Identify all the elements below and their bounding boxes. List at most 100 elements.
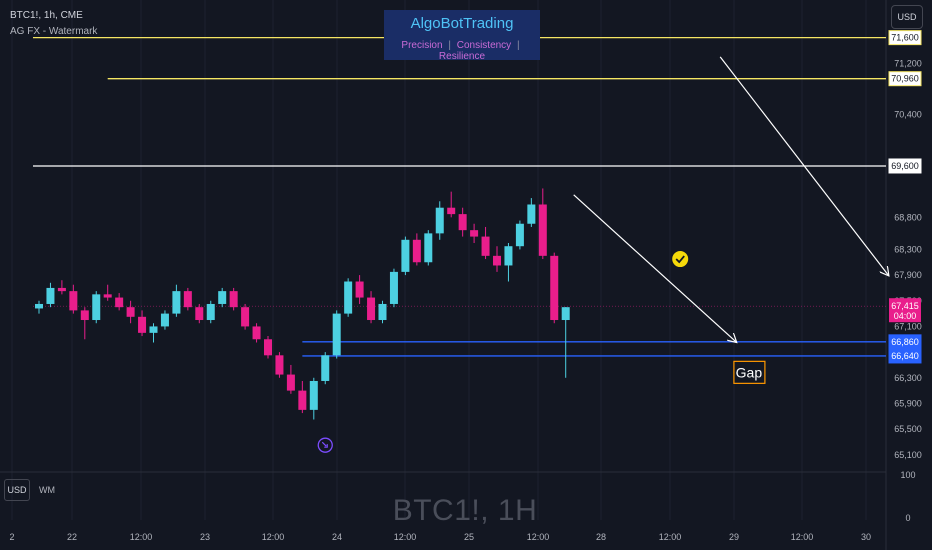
price-axis: 71,20070,40068,80068,30067,90067,50067,1… [888,30,922,523]
price-tick-label: 71,200 [894,58,922,68]
symbol-watermark: BTC1!, 1H [392,494,538,527]
time-tick-label: 29 [729,532,739,542]
candle-body [57,287,66,292]
brand-taglines: Precision | Consistency | Resilience [384,40,540,62]
candle-body [424,233,433,263]
level-price-label: 69,600 [891,161,919,171]
candle-body [481,236,490,256]
level-price-label: 66,860 [891,337,919,347]
price-tick-label: 68,800 [894,212,922,222]
pane-currency-button[interactable]: USD [4,479,30,501]
candle-body [389,271,398,304]
candle-body [470,230,479,237]
projection-arrow [573,194,736,342]
price-tick-label: 65,100 [894,450,922,460]
tagline-resilience: Resilience [438,51,486,62]
candle-body [332,313,341,356]
time-tick-label: 12:00 [527,532,550,542]
current-price-tag [889,298,921,323]
grid-lines [11,0,867,520]
candle-body [344,281,353,314]
candle-body [218,291,227,304]
candle-body [126,307,135,317]
candle-body [264,339,272,356]
subpane-tick-label: 100 [900,470,915,480]
price-tick-label: 67,900 [894,270,922,280]
horizontal-levels [33,36,886,357]
study-label[interactable]: AG FX - Watermark [10,26,98,37]
candle-body [80,310,89,321]
candle-body [35,303,43,309]
current-price-countdown: 04:00 [894,311,917,321]
candle-body [195,307,204,321]
price-tick-label: 70,400 [894,110,922,120]
candle-body [355,281,364,298]
check-mark [675,255,685,264]
session-marker-arrow [321,441,328,448]
candle-body [550,255,559,321]
candle-body [561,307,570,321]
candle-body [149,326,158,333]
tagline-consistency: Consistency [456,40,512,51]
price-tick-label: 66,300 [894,373,922,383]
tagline-separator: | [448,40,451,51]
time-tick-label: 22 [67,532,77,542]
candle-body [286,374,295,391]
time-axis: 2 22 12:00 23 12:00 24 12:00 25 12:00 28 12:00 29 12… [9,532,871,542]
level-price-tag [888,158,922,174]
candle-body [298,390,307,410]
time-tick-label: 24 [332,532,342,542]
candle-body [367,297,376,321]
candle-body [309,380,318,410]
price-tick-label: 65,500 [894,424,922,434]
time-tick-label: 25 [464,532,474,542]
time-tick-label: 12:00 [791,532,814,542]
candle-body [378,303,387,321]
legend: BTC1!, 1h, CME AG FX - Watermark [10,8,97,40]
currency-button[interactable]: USD [891,5,923,29]
candle-body [493,255,501,266]
candle-body [412,239,421,263]
price-tick-label: 65,900 [894,398,922,408]
candle-body [69,291,78,311]
time-tick-label: 28 [596,532,606,542]
candle-body [183,291,192,308]
candle-body [435,207,444,234]
candle-body [115,297,124,308]
time-tick-label: 2 [9,532,14,542]
time-tick-label: 12:00 [394,532,417,542]
candle-body [46,287,55,304]
time-tick-label: 12:00 [130,532,153,542]
level-price-tag [888,30,922,46]
gap-label: Gap [736,364,763,380]
candle-body [138,316,147,333]
symbol-header[interactable]: BTC1!, 1h, CME [10,10,83,21]
level-price-label: 71,600 [891,33,919,43]
level-price-tag [888,71,922,87]
candle-body [458,214,467,231]
candle-body [447,207,456,215]
price-tick-label: 68,300 [894,244,922,254]
time-tick-label: 23 [200,532,210,542]
candle-body [206,303,215,321]
candle-body [275,355,284,375]
time-tick-label: 30 [861,532,871,542]
candle-body [527,204,536,224]
candle-body [103,294,112,298]
drawings: Gap [317,56,888,453]
time-tick-label: 12:00 [262,532,285,542]
candle-body [504,246,513,266]
candle-body [321,355,330,381]
tagline-precision: Precision [401,40,443,51]
candle-body [401,239,410,272]
brand-box: AlgoBotTrading Precision | Consistency |… [384,10,540,62]
candle-body [538,204,547,256]
indicator-label[interactable]: WM [39,485,55,495]
candle-body [160,313,169,327]
gap-label-box [733,360,766,384]
brand-title: AlgoBotTrading [410,15,514,32]
candles [35,188,570,420]
projection-arrow [719,56,888,275]
